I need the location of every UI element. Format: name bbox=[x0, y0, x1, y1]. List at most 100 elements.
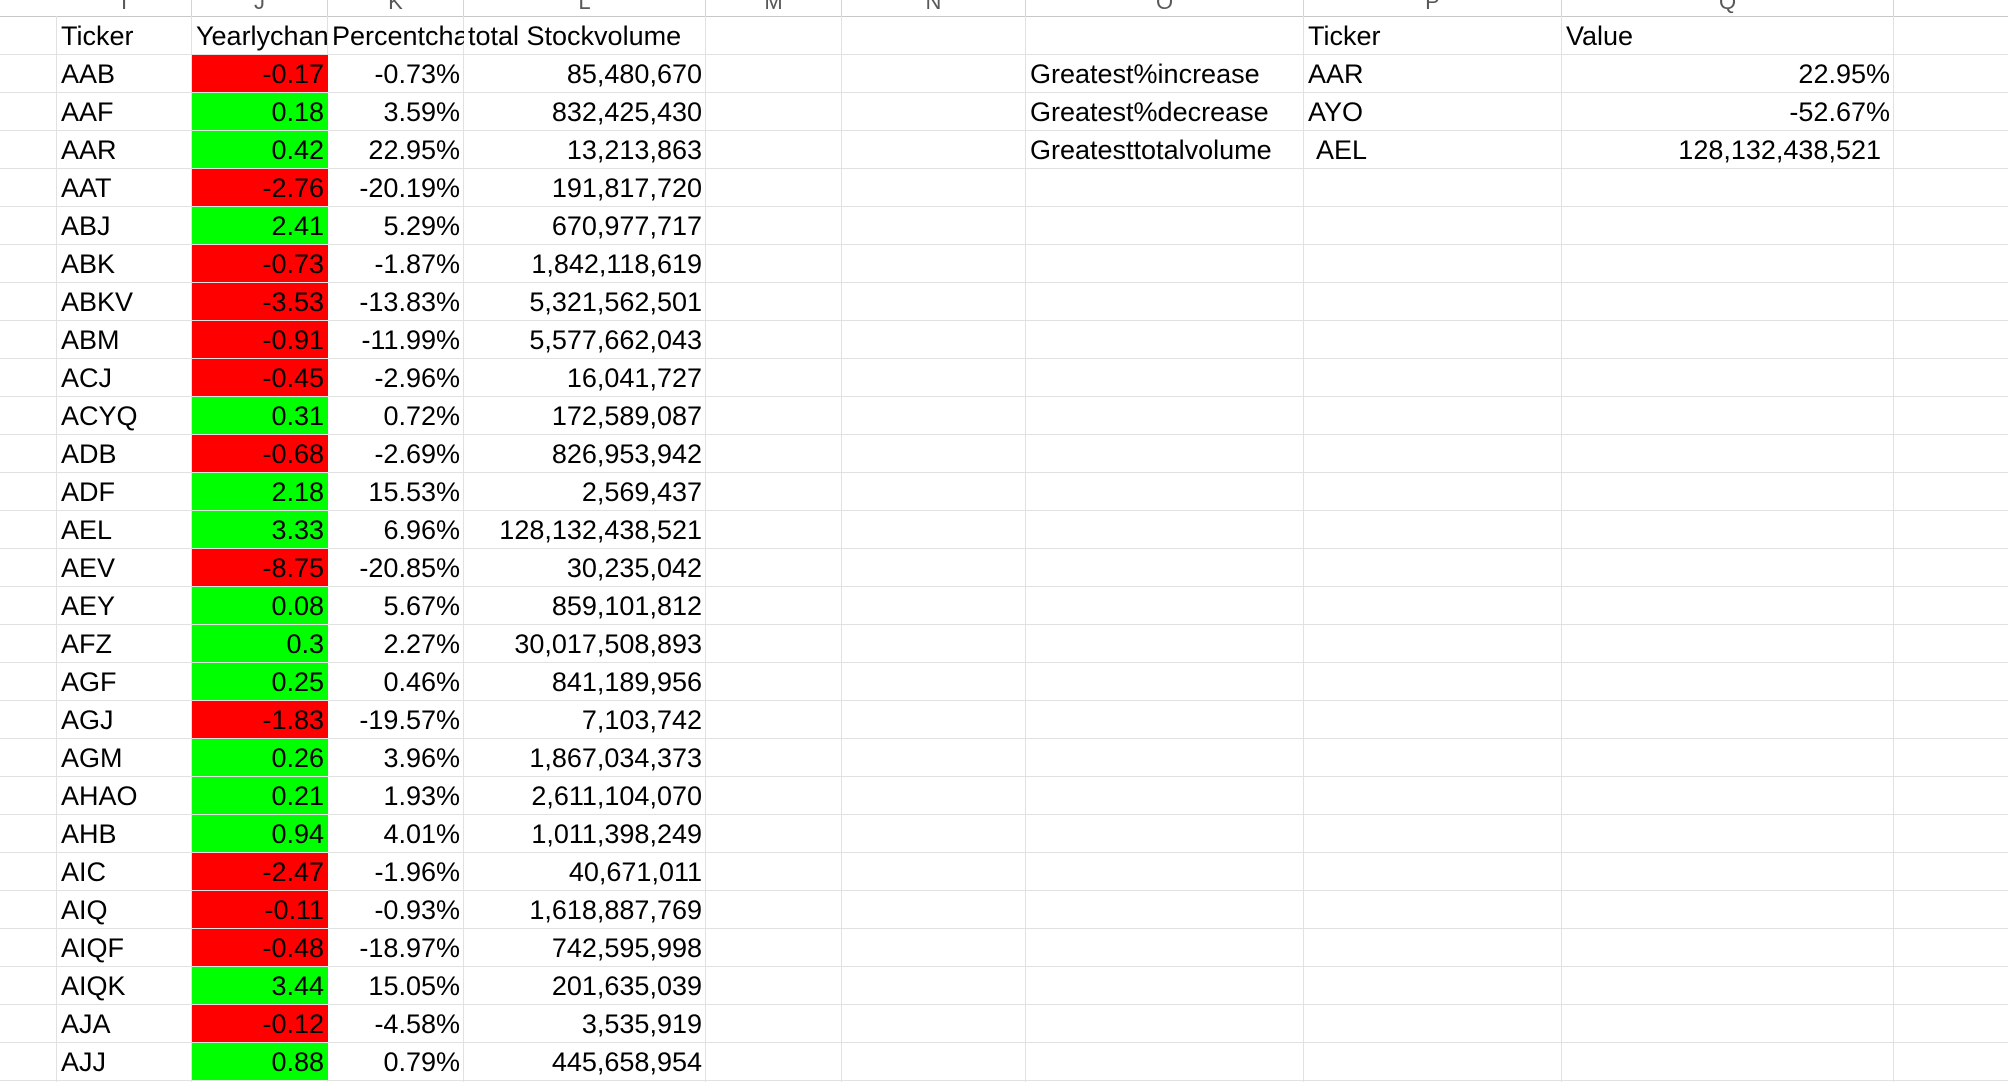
ticker-cell[interactable]: ABJ bbox=[61, 211, 111, 241]
percent-change-cell[interactable]: -11.99% bbox=[361, 325, 460, 355]
ticker-cell[interactable]: AFZ bbox=[61, 629, 112, 659]
summary-ticker-decrease[interactable]: AYO bbox=[1308, 97, 1364, 127]
total-volume-cell[interactable]: 1,618,887,769 bbox=[529, 895, 702, 925]
percent-change-cell[interactable]: 0.79% bbox=[383, 1047, 460, 1077]
yearly-change-cell[interactable]: 0.18 bbox=[192, 93, 328, 130]
ticker-cell[interactable]: AHAO bbox=[61, 781, 138, 811]
total-volume-cell[interactable]: 3,535,919 bbox=[581, 1009, 702, 1039]
percent-change-cell[interactable]: -19.57% bbox=[359, 705, 460, 735]
total-volume-cell[interactable]: 2,569,437 bbox=[581, 477, 702, 507]
summary-ticker-volume[interactable]: AEL bbox=[1316, 135, 1368, 165]
summary-value-decrease[interactable]: -52.67% bbox=[1789, 97, 1890, 127]
ticker-cell[interactable]: AAT bbox=[61, 173, 112, 203]
yearly-change-cell[interactable]: -0.11 bbox=[192, 891, 328, 928]
ticker-cell[interactable]: AIQ bbox=[61, 895, 108, 925]
header-yearly-change[interactable]: Yearlychan bbox=[196, 21, 328, 51]
ticker-cell[interactable]: AAB bbox=[61, 59, 116, 89]
yearly-change-cell[interactable]: -2.47 bbox=[192, 853, 328, 890]
yearly-change-cell[interactable]: -0.12 bbox=[192, 1005, 328, 1042]
column-header[interactable]: I bbox=[57, 0, 192, 16]
ticker-cell[interactable]: AJJ bbox=[61, 1047, 107, 1077]
percent-change-cell[interactable]: 3.59% bbox=[383, 97, 460, 127]
header-percent-change[interactable]: Percentcha bbox=[332, 21, 464, 51]
total-volume-cell[interactable]: 172,589,087 bbox=[551, 401, 702, 431]
yearly-change-cell[interactable]: -8.75 bbox=[192, 549, 328, 586]
summary-ticker-increase[interactable]: AAR bbox=[1308, 59, 1364, 89]
summary-value-increase[interactable]: 22.95% bbox=[1798, 59, 1890, 89]
ticker-cell[interactable]: AJA bbox=[61, 1009, 111, 1039]
summary-header-ticker[interactable]: Ticker bbox=[1308, 21, 1381, 51]
total-volume-cell[interactable]: 859,101,812 bbox=[551, 591, 702, 621]
column-header[interactable]: L bbox=[464, 0, 706, 16]
column-header[interactable]: O bbox=[1026, 0, 1304, 16]
percent-change-cell[interactable]: 15.53% bbox=[368, 477, 460, 507]
yearly-change-cell[interactable]: -0.68 bbox=[192, 435, 328, 472]
ticker-cell[interactable]: AAR bbox=[61, 135, 117, 165]
yearly-change-cell[interactable]: 0.31 bbox=[192, 397, 328, 434]
ticker-cell[interactable]: ADB bbox=[61, 439, 117, 469]
total-volume-cell[interactable]: 5,577,662,043 bbox=[529, 325, 702, 355]
total-volume-cell[interactable]: 13,213,863 bbox=[566, 135, 702, 165]
percent-change-cell[interactable]: 1.93% bbox=[383, 781, 460, 811]
summary-label-increase[interactable]: Greatest%increase bbox=[1030, 59, 1260, 89]
percent-change-cell[interactable]: -20.19% bbox=[359, 173, 460, 203]
percent-change-cell[interactable]: 0.46% bbox=[383, 667, 460, 697]
percent-change-cell[interactable]: -1.96% bbox=[374, 857, 460, 887]
total-volume-cell[interactable]: 1,011,398,249 bbox=[531, 819, 702, 849]
ticker-cell[interactable]: ACYQ bbox=[61, 401, 138, 431]
summary-label-volume[interactable]: Greatesttotalvolume bbox=[1030, 135, 1272, 165]
summary-header-value[interactable]: Value bbox=[1566, 21, 1634, 51]
ticker-cell[interactable]: AIQF bbox=[61, 933, 125, 963]
total-volume-cell[interactable]: 826,953,942 bbox=[551, 439, 702, 469]
percent-change-cell[interactable]: -2.69% bbox=[374, 439, 460, 469]
total-volume-cell[interactable]: 841,189,956 bbox=[551, 667, 702, 697]
column-header[interactable]: M bbox=[706, 0, 842, 16]
yearly-change-cell[interactable]: 0.94 bbox=[192, 815, 328, 852]
percent-change-cell[interactable]: -1.87% bbox=[374, 249, 460, 279]
yearly-change-cell[interactable]: 3.44 bbox=[192, 967, 328, 1004]
percent-change-cell[interactable]: -2.96% bbox=[374, 363, 460, 393]
column-header[interactable]: N bbox=[842, 0, 1026, 16]
yearly-change-cell[interactable]: 0.21 bbox=[192, 777, 328, 814]
percent-change-cell[interactable]: 6.96% bbox=[383, 515, 460, 545]
total-volume-cell[interactable]: 16,041,727 bbox=[566, 363, 702, 393]
percent-change-cell[interactable]: 5.67% bbox=[383, 591, 460, 621]
header-ticker[interactable]: Ticker bbox=[61, 21, 134, 51]
percent-change-cell[interactable]: 2.27% bbox=[383, 629, 460, 659]
total-volume-cell[interactable]: 30,017,508,893 bbox=[514, 629, 702, 659]
yearly-change-cell[interactable]: 0.25 bbox=[192, 663, 328, 700]
ticker-cell[interactable]: AIQK bbox=[61, 971, 126, 1001]
ticker-cell[interactable]: AIC bbox=[61, 857, 107, 887]
percent-change-cell[interactable]: -20.85% bbox=[359, 553, 460, 583]
yearly-change-cell[interactable]: -1.83 bbox=[192, 701, 328, 738]
yearly-change-cell[interactable]: 0.88 bbox=[192, 1043, 328, 1080]
ticker-cell[interactable]: ABKV bbox=[61, 287, 134, 317]
percent-change-cell[interactable]: -0.93% bbox=[374, 895, 460, 925]
yearly-change-cell[interactable]: -0.17 bbox=[192, 55, 328, 92]
total-volume-cell[interactable]: 128,132,438,521 bbox=[499, 515, 702, 545]
yearly-change-cell[interactable]: -0.45 bbox=[192, 359, 328, 396]
total-volume-cell[interactable]: 742,595,998 bbox=[551, 933, 702, 963]
percent-change-cell[interactable]: 22.95% bbox=[368, 135, 460, 165]
percent-change-cell[interactable]: -18.97% bbox=[359, 933, 460, 963]
percent-change-cell[interactable]: 3.96% bbox=[383, 743, 460, 773]
yearly-change-cell[interactable]: 0.3 bbox=[192, 625, 328, 662]
column-header[interactable]: P bbox=[1304, 0, 1562, 16]
ticker-cell[interactable]: AAF bbox=[61, 97, 114, 127]
yearly-change-cell[interactable]: 0.08 bbox=[192, 587, 328, 624]
total-volume-cell[interactable]: 85,480,670 bbox=[566, 59, 702, 89]
percent-change-cell[interactable]: -13.83% bbox=[359, 287, 460, 317]
total-volume-cell[interactable]: 445,658,954 bbox=[551, 1047, 702, 1077]
summary-label-decrease[interactable]: Greatest%decrease bbox=[1030, 97, 1269, 127]
yearly-change-cell[interactable]: -0.91 bbox=[192, 321, 328, 358]
total-volume-cell[interactable]: 832,425,430 bbox=[551, 97, 702, 127]
percent-change-cell[interactable]: 15.05% bbox=[368, 971, 460, 1001]
yearly-change-cell[interactable]: -0.73 bbox=[192, 245, 328, 282]
percent-change-cell[interactable]: 5.29% bbox=[383, 211, 460, 241]
ticker-cell[interactable]: ADF bbox=[61, 477, 115, 507]
total-volume-cell[interactable]: 1,842,118,619 bbox=[531, 249, 702, 279]
percent-change-cell[interactable]: 4.01% bbox=[383, 819, 460, 849]
yearly-change-cell[interactable]: 0.42 bbox=[192, 131, 328, 168]
total-volume-cell[interactable]: 201,635,039 bbox=[551, 971, 702, 1001]
